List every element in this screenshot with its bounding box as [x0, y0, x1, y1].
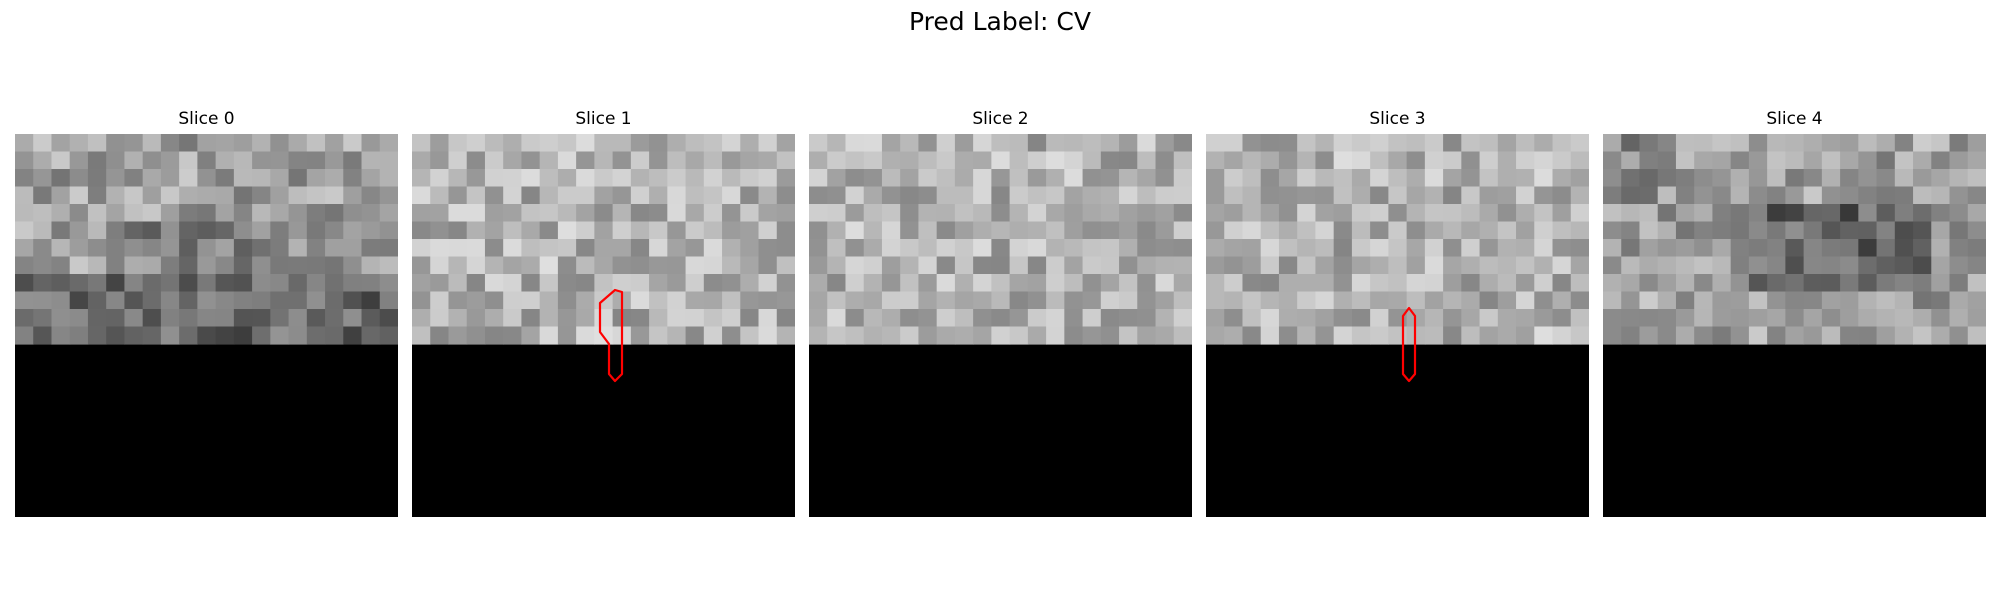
slice-image — [1206, 134, 1589, 517]
figure-title: Pred Label: CV — [909, 7, 1091, 36]
annotation-contour — [1401, 306, 1417, 383]
annotation-contour — [598, 288, 624, 383]
slice-image — [1603, 134, 1986, 517]
slice-image — [809, 134, 1192, 517]
slice-title: Slice 4 — [1766, 109, 1823, 129]
slice-image — [15, 134, 398, 517]
slice-title: Slice 0 — [178, 109, 235, 129]
slice-title: Slice 1 — [575, 109, 632, 129]
slice-title: Slice 3 — [1369, 109, 1426, 129]
slice-title: Slice 2 — [972, 109, 1029, 129]
slice-image — [412, 134, 795, 517]
